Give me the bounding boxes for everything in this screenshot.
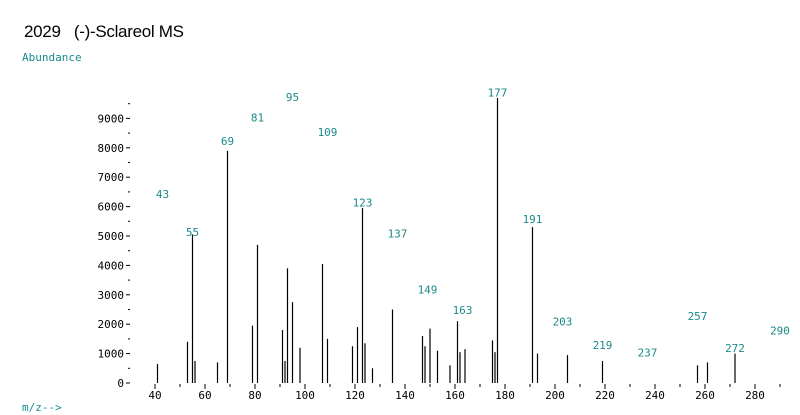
peak-label: 55 (186, 226, 199, 239)
peak-label: 257 (688, 310, 708, 323)
peak-label: 81 (251, 111, 264, 124)
y-tick-label: 1000 (98, 348, 125, 361)
x-axis-title: m/z--> (22, 401, 62, 414)
bars-layer (156, 97, 736, 383)
y-tick-label: 3000 (98, 289, 125, 302)
page-title: 2029 (-)-Sclareol MS (24, 22, 184, 41)
peak-label: 137 (388, 227, 408, 240)
y-tick-label: 2000 (98, 318, 125, 331)
x-tick-label: 260 (695, 389, 715, 402)
peak-label: 43 (156, 188, 169, 201)
x-tick-label: 100 (295, 389, 315, 402)
x-tick-label: 240 (645, 389, 665, 402)
peak-labels-layer: 43 55 69 81 95 109 123 137 149 163 177 191 203 219 237… (156, 86, 790, 359)
x-tick-label: 140 (395, 389, 415, 402)
axis-layer: 0 1000 2000 3000 4000 5000 6000 7000 8000 9000 40 6… (98, 103, 781, 402)
x-tick-label: 160 (445, 389, 465, 402)
x-tick-label: 40 (148, 389, 161, 402)
y-tick-label: 7000 (98, 171, 125, 184)
y-tick-label: 9000 (98, 112, 125, 125)
peak-label: 237 (638, 347, 658, 360)
x-tick-label: 200 (545, 389, 565, 402)
x-tick-label: 280 (745, 389, 765, 402)
x-tick-label: 180 (495, 389, 515, 402)
peak-label: 109 (318, 126, 338, 139)
peak-label: 290 (770, 324, 790, 337)
x-tick-label: 120 (345, 389, 365, 402)
peak-label: 203 (553, 316, 573, 329)
y-axis-title: Abundance (22, 51, 82, 64)
peak-label: 149 (418, 283, 438, 296)
peak-label: 123 (353, 197, 373, 210)
peak-label: 272 (725, 342, 745, 355)
y-tick-label: 5000 (98, 230, 125, 243)
x-tick-label: 60 (198, 389, 211, 402)
y-tick-label: 4000 (98, 259, 125, 272)
x-tick-label: 80 (248, 389, 261, 402)
peak-label: 163 (453, 304, 473, 317)
x-tick-label: 220 (595, 389, 615, 402)
peak-label: 219 (593, 339, 613, 352)
peak-label: 95 (286, 91, 299, 104)
peak-label: 177 (488, 86, 508, 99)
peak-label: 191 (523, 213, 543, 226)
y-tick-label: 0 (117, 377, 124, 390)
peak-label: 69 (221, 135, 234, 148)
y-tick-label: 8000 (98, 142, 125, 155)
y-tick-label: 6000 (98, 201, 125, 214)
